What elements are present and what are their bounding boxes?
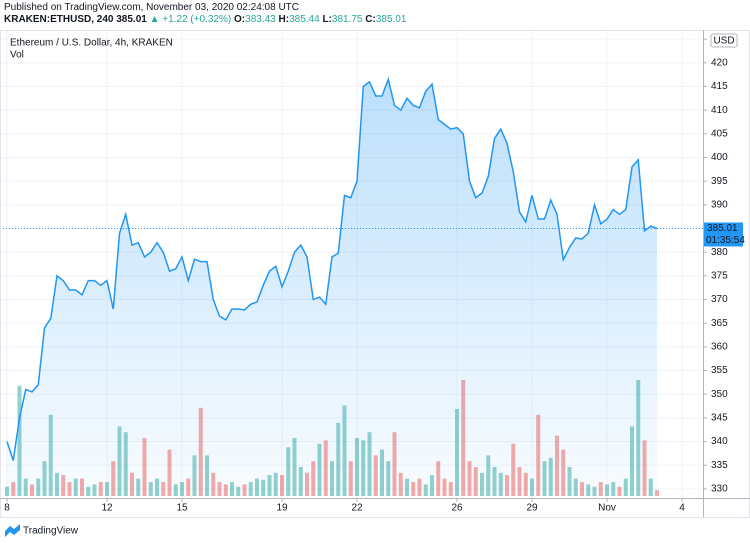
chart-title: Ethereum / U.S. Dollar, 4h, KRAKEN [10,38,173,49]
x-tick-label: 15 [176,503,188,514]
price-line [6,76,658,461]
y-tick-label: 330 [711,484,728,495]
brand-logo [5,524,20,537]
x-tick-label: 4 [679,503,685,514]
symbol-line: KRAKEN:ETHUSD, 240 385.01 ▲ +1.22 (+0.32… [4,14,406,26]
y-tick-label: 390 [711,199,728,210]
header: Published on TradingView.com, November 0… [4,2,406,26]
countdown-tag [703,234,743,247]
y-tick-label: 345 [711,413,728,424]
countdown-label: 01:35:54 [706,235,745,246]
y-tick-label: 410 [711,105,728,116]
y-tick-label: 340 [711,436,728,447]
y-tick-label: 400 [711,152,728,163]
ohlc-label: C: [365,14,376,25]
y-tick-label: 355 [711,365,728,376]
ohlc-label: L: [322,14,332,25]
y-tick-label: 415 [711,81,728,92]
x-tick-label: 22 [351,503,363,514]
y-tick-label: 405 [711,128,728,139]
y-tick-label: 370 [711,294,728,305]
y-tick-label: 360 [711,342,728,353]
x-tick-label: 12 [101,503,113,514]
y-tick-label: 395 [711,176,728,187]
currency-label: USD [713,36,734,47]
brand-name: TradingView [23,526,79,537]
ohlc-value: 383.43 [245,14,276,25]
y-tick-label: 350 [711,389,728,400]
symbol: KRAKEN:ETHUSD, 240 [4,14,114,25]
y-tick-label: 365 [711,318,728,329]
ohlc-label: O: [234,14,246,25]
last-price-label: 385.01 [707,223,738,234]
x-tick-label: 26 [451,503,463,514]
y-tick-label: 420 [711,57,728,68]
x-tick-label: Nov [598,503,616,514]
x-tick-label: 8 [4,503,10,514]
published-line: Published on TradingView.com, November 0… [4,2,299,13]
y-tick-label: 380 [711,247,728,258]
last-price: 385.01 [116,14,147,25]
price-area [7,79,657,496]
ohlc-label: H: [278,14,290,25]
y-tick-label: 335 [711,460,728,471]
x-tick-label: 19 [276,503,288,514]
last-price-tag [703,222,743,235]
ohlc-value: 385.01 [375,14,407,25]
currency-box [710,33,738,48]
ohlc-value: 385.44 [289,14,320,25]
change: ▲ +1.22 (+0.32%) [149,14,232,25]
volume-legend: Vol [10,50,24,61]
y-tick-label: 375 [711,271,728,282]
ohlc-value: 381.75 [331,14,363,25]
x-tick-label: 29 [526,503,538,514]
